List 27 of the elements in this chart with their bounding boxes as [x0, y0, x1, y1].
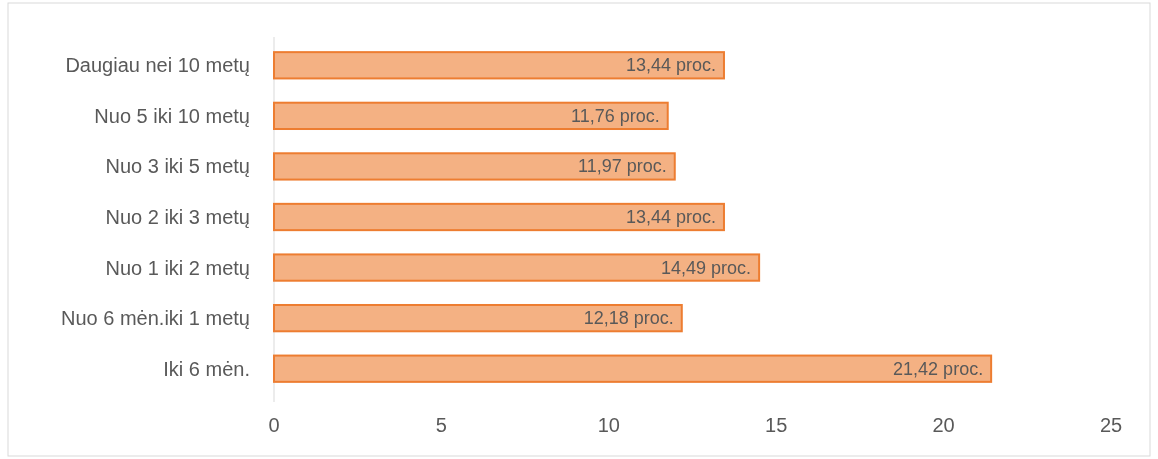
y-tick-label: Nuo 3 iki 5 metų: [105, 155, 250, 178]
bar: [273, 51, 725, 80]
x-tick-label: 10: [597, 414, 620, 436]
y-tick-label: Iki 6 mėn.: [163, 357, 250, 380]
bar: [273, 253, 761, 282]
y-tick-label: Nuo 1 iki 2 metų: [105, 256, 250, 279]
x-tick-label: 5: [435, 414, 447, 436]
x-tick-label: 15: [765, 414, 788, 436]
bar: [273, 101, 669, 131]
y-tick-label: Nuo 6 mėn.iki 1 metų: [61, 307, 250, 330]
data-label: 13,44 proc.: [625, 207, 716, 227]
bar: [273, 152, 676, 181]
x-tick-label: 25: [1099, 414, 1123, 436]
y-tick-label: Nuo 5 iki 10 metų: [94, 104, 250, 127]
data-label: 12,18 proc.: [583, 308, 674, 329]
data-label: 13,44 proc.: [625, 55, 716, 76]
data-label: 14,49 proc.: [661, 257, 752, 278]
data-label: 21,42 proc.: [893, 358, 984, 379]
x-tick-label: 20: [932, 414, 955, 436]
data-label: 11,76 proc.: [570, 105, 660, 126]
y-tick-label: Nuo 2 iki 3 metų: [105, 206, 250, 228]
y-tick-label: Daugiau nei 10 metų: [65, 54, 250, 77]
bar: [273, 202, 725, 232]
data-label: 11,97 proc.: [578, 156, 667, 177]
x-tick-label: 0: [268, 414, 280, 436]
bar: [273, 303, 683, 333]
bar: [273, 354, 993, 383]
